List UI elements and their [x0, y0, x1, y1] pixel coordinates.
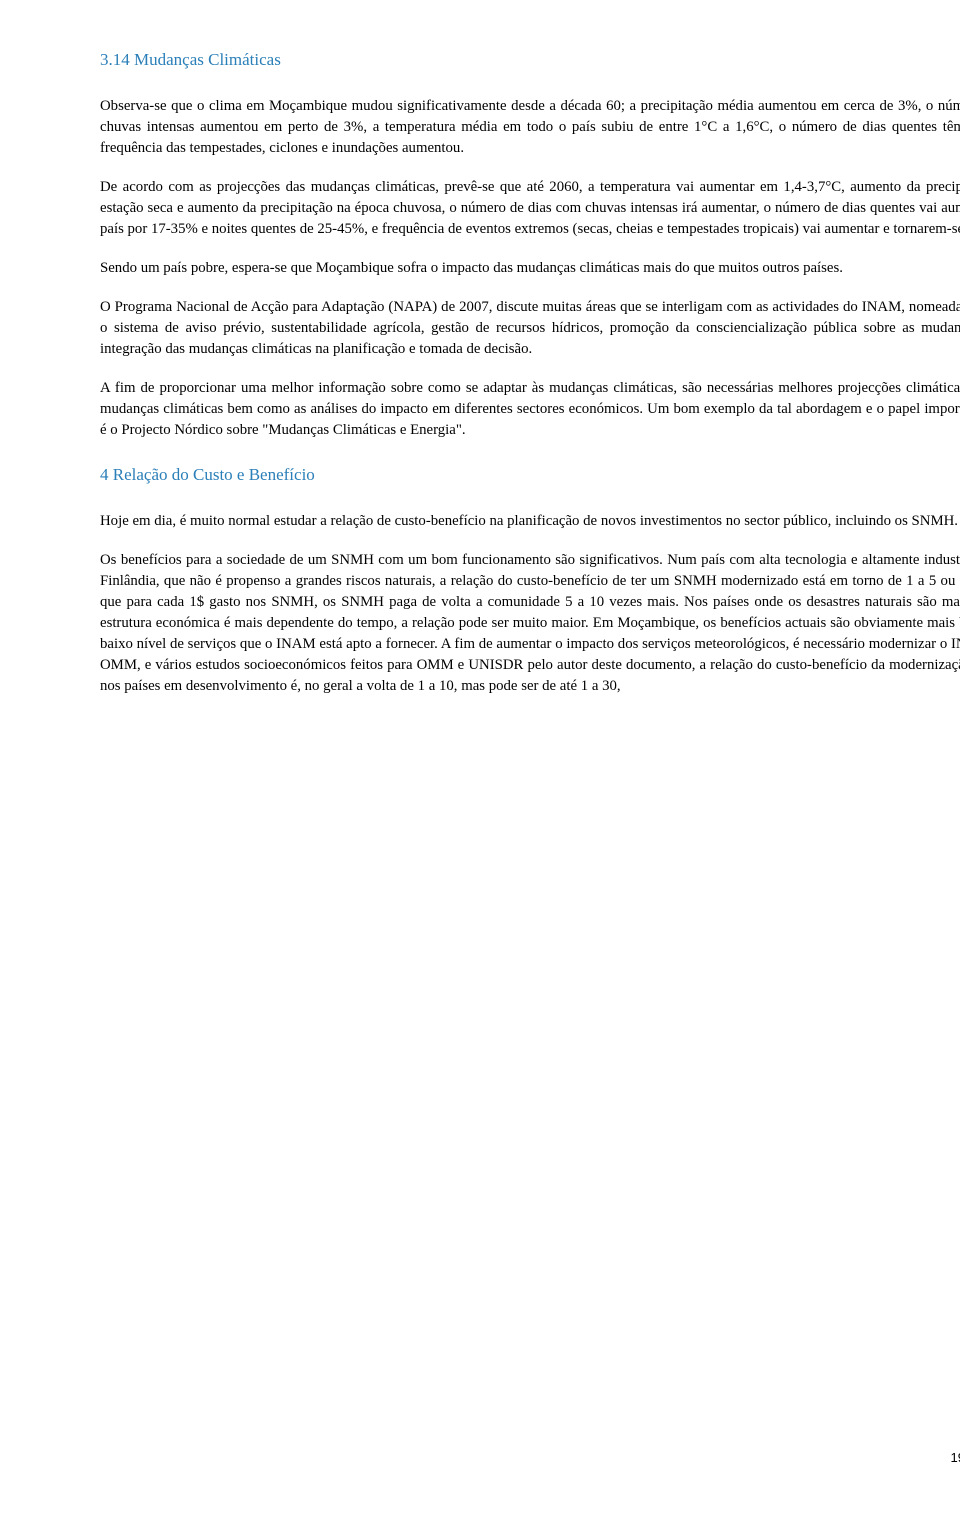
paragraph-3: Sendo um país pobre, espera-se que Moçam… [100, 258, 960, 279]
paragraph-5: A fim de proporcionar uma melhor informa… [100, 378, 960, 441]
paragraph-1: Observa-se que o clima em Moçambique mud… [100, 96, 960, 159]
paragraph-4: O Programa Nacional de Acção para Adapta… [100, 297, 960, 360]
page-number: 19 [951, 1450, 960, 1465]
paragraph-7: Os benefícios para a sociedade de um SNM… [100, 550, 960, 697]
section-heading-314: 3.14 Mudanças Climáticas [100, 50, 960, 70]
paragraph-2: De acordo com as projecções das mudanças… [100, 177, 960, 240]
document-page: 3.14 Mudanças Climáticas Observa-se que … [100, 50, 960, 1495]
section-heading-4: 4 Relação do Custo e Benefício [100, 465, 960, 485]
paragraph-6: Hoje em dia, é muito normal estudar a re… [100, 511, 960, 532]
